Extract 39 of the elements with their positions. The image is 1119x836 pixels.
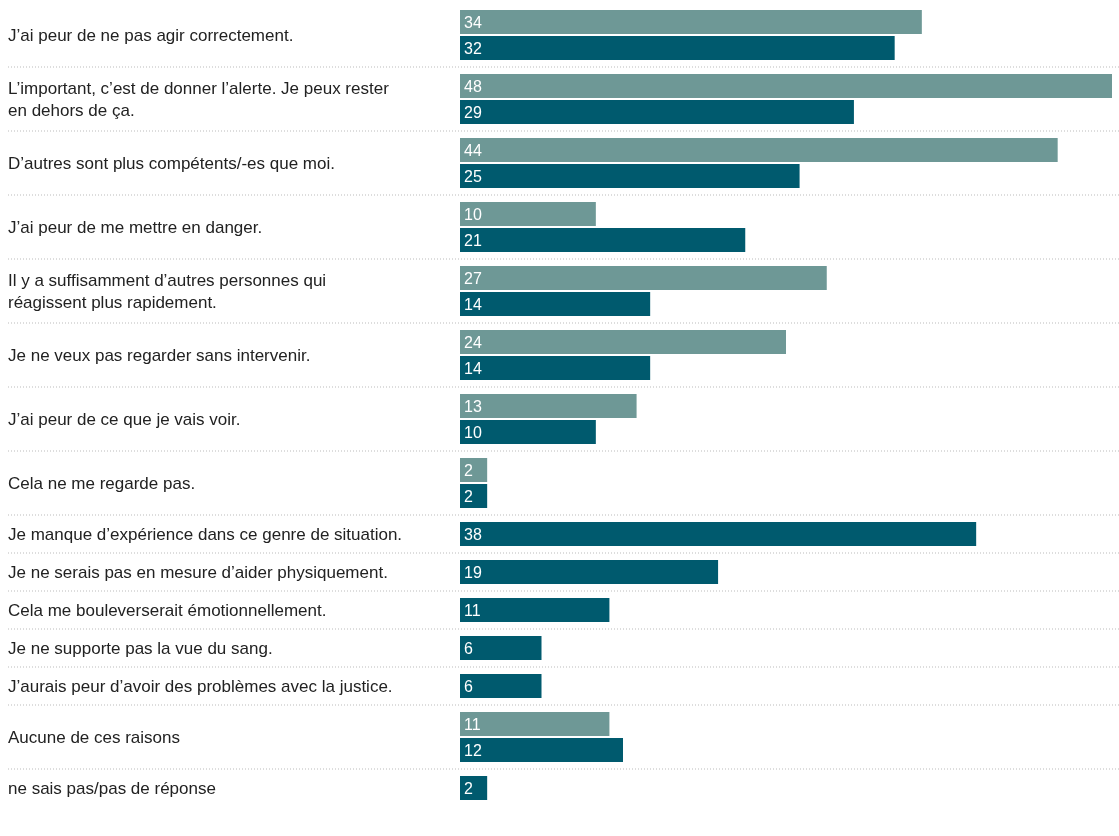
y-tick-label: Je ne veux pas regarder sans intervenir. (8, 345, 311, 365)
data-label: 10 (464, 423, 482, 441)
data-label: 27 (464, 269, 482, 287)
data-label: 6 (464, 677, 473, 695)
y-tick-label: J’ai peur de me mettre en danger. (8, 217, 263, 237)
data-label: 38 (464, 525, 482, 543)
data-label: 29 (464, 103, 482, 121)
data-label: 12 (464, 741, 482, 759)
data-label: 48 (464, 77, 482, 95)
data-label: 2 (464, 487, 473, 505)
data-label: 24 (464, 333, 482, 351)
data-label: 2 (464, 461, 473, 479)
data-label: 6 (464, 639, 473, 657)
data-label: 44 (464, 141, 482, 159)
y-tick-label: Aucune de ces raisons (8, 727, 180, 747)
data-label: 32 (464, 39, 482, 57)
y-tick-label: J’ai peur de ce que je vais voir. (8, 409, 241, 429)
data-label: 21 (464, 231, 482, 249)
y-tick-label: J’ai peur de ne pas agir correctement. (8, 25, 294, 45)
data-label: 11 (464, 601, 481, 619)
y-tick-label: Cela me bouleverserait émotionnellement. (8, 600, 327, 620)
data-label: 14 (464, 359, 482, 377)
data-label: 34 (464, 13, 482, 31)
y-tick-label: Il y a suffisamment d’autres personnes qui réagissent plus rapidement. (8, 270, 327, 312)
y-tick-label: ne sais pas/pas de réponse (8, 778, 216, 798)
data-label: 19 (464, 563, 482, 581)
y-tick-label: D’autres sont plus compétents/-es que moi. (8, 153, 335, 173)
y-tick-label: Je manque d’expérience dans ce genre de situation. (8, 524, 403, 544)
data-label: 13 (464, 397, 482, 415)
data-label: 2 (464, 779, 473, 797)
y-tick-label: L’important, c’est de donner l’alerte. Je peux rester en dehors de ça. (8, 78, 390, 120)
y-tick-label: Je ne supporte pas la vue du sang. (8, 638, 273, 658)
y-tick-label: J’aurais peur d’avoir des problèmes avec la justice. (8, 676, 393, 696)
data-label: 11 (464, 715, 481, 733)
y-tick-label: Cela ne me regarde pas. (8, 473, 196, 493)
data-label: 10 (464, 205, 482, 223)
y-tick-label: Je ne serais pas en mesure d’aider physiquement. (8, 562, 388, 582)
data-label: 25 (464, 167, 482, 185)
data-label: 14 (464, 295, 482, 313)
